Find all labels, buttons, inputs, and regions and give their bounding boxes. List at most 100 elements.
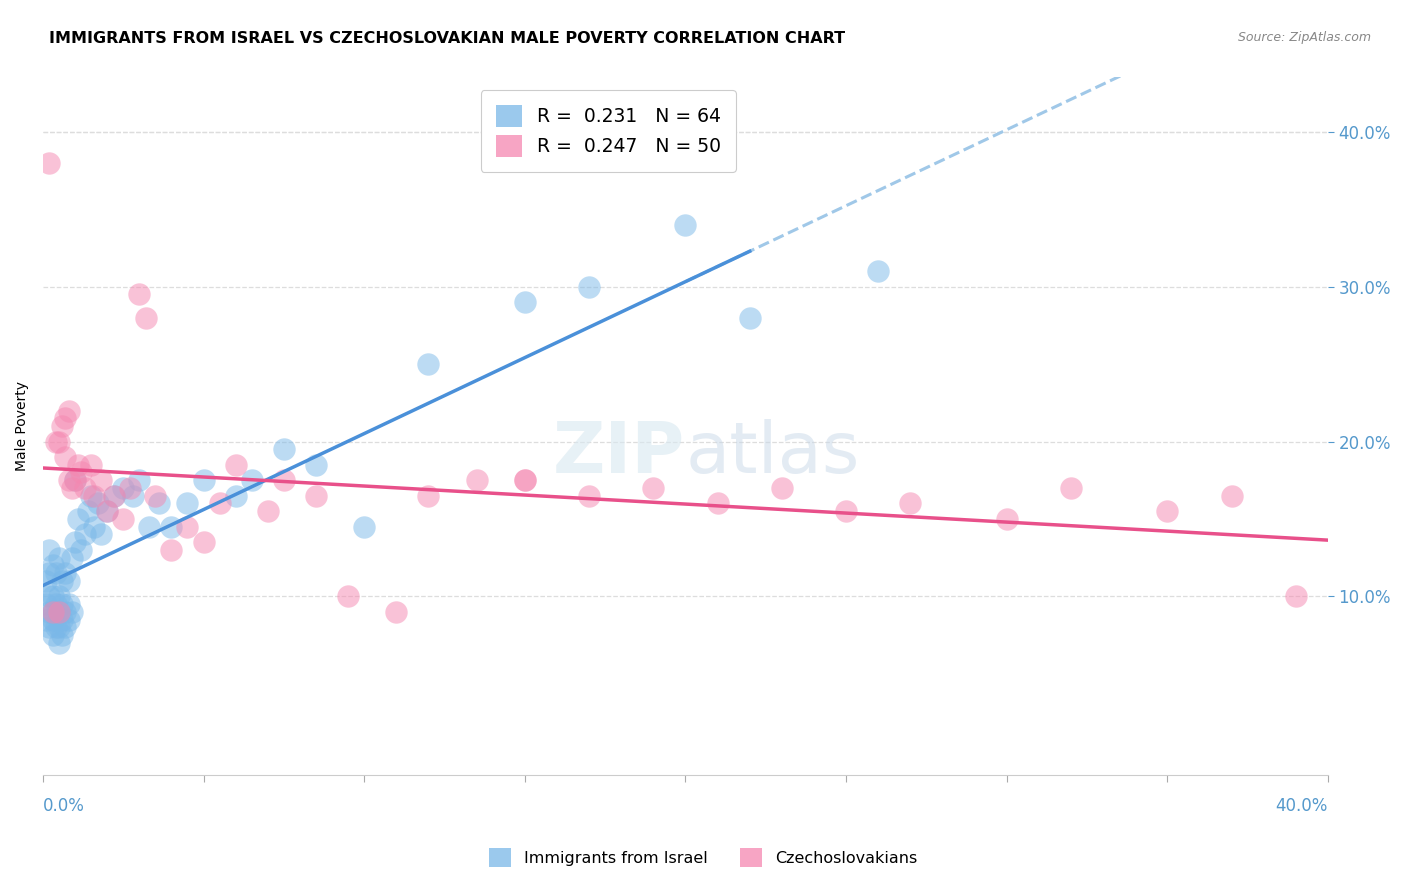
Point xyxy=(48,590,70,604)
Point xyxy=(256,504,278,518)
Point xyxy=(868,264,890,278)
Point xyxy=(48,550,70,565)
Point xyxy=(55,450,77,464)
Point xyxy=(38,620,60,634)
Point xyxy=(83,519,105,533)
Point xyxy=(385,605,408,619)
Text: Source: ZipAtlas.com: Source: ZipAtlas.com xyxy=(1237,31,1371,45)
Point xyxy=(63,535,86,549)
Point xyxy=(225,489,247,503)
Point xyxy=(770,481,793,495)
Point xyxy=(58,597,80,611)
Point xyxy=(41,628,63,642)
Point xyxy=(51,613,73,627)
Point xyxy=(58,574,80,588)
Point xyxy=(96,504,118,518)
Point xyxy=(38,566,60,581)
Point xyxy=(60,550,83,565)
Point xyxy=(67,512,90,526)
Point xyxy=(48,620,70,634)
Point xyxy=(45,566,67,581)
Point xyxy=(55,620,77,634)
Point xyxy=(48,434,70,449)
Point xyxy=(63,473,86,487)
Text: 40.0%: 40.0% xyxy=(1275,797,1329,815)
Point xyxy=(80,458,103,472)
Point xyxy=(112,512,135,526)
Point xyxy=(160,519,183,533)
Point xyxy=(176,496,198,510)
Point xyxy=(193,473,215,487)
Point xyxy=(73,527,96,541)
Text: IMMIGRANTS FROM ISRAEL VS CZECHOSLOVAKIAN MALE POVERTY CORRELATION CHART: IMMIGRANTS FROM ISRAEL VS CZECHOSLOVAKIA… xyxy=(49,31,845,46)
Point xyxy=(578,279,600,293)
Point xyxy=(86,496,108,510)
Point xyxy=(45,434,67,449)
Point xyxy=(273,442,295,457)
Point xyxy=(418,489,440,503)
Point xyxy=(41,558,63,573)
Point xyxy=(643,481,665,495)
Point xyxy=(353,519,375,533)
Point xyxy=(835,504,858,518)
Point xyxy=(995,512,1018,526)
Point xyxy=(60,605,83,619)
Point xyxy=(176,519,198,533)
Point xyxy=(148,496,170,510)
Point xyxy=(90,527,112,541)
Point xyxy=(143,489,166,503)
Point xyxy=(51,628,73,642)
Point xyxy=(58,403,80,417)
Point xyxy=(48,605,70,619)
Point xyxy=(63,473,86,487)
Point xyxy=(80,489,103,503)
Point xyxy=(60,481,83,495)
Point xyxy=(73,481,96,495)
Point xyxy=(160,543,183,558)
Point xyxy=(45,620,67,634)
Point xyxy=(578,489,600,503)
Point xyxy=(1285,590,1308,604)
Point xyxy=(51,574,73,588)
Point xyxy=(35,574,58,588)
Point xyxy=(48,636,70,650)
Point xyxy=(305,458,328,472)
Point xyxy=(45,597,67,611)
Point xyxy=(35,613,58,627)
Point xyxy=(112,481,135,495)
Point xyxy=(35,597,58,611)
Point xyxy=(128,287,150,301)
Point xyxy=(55,566,77,581)
Point xyxy=(513,473,536,487)
Legend: Immigrants from Israel, Czechoslovakians: Immigrants from Israel, Czechoslovakians xyxy=(482,842,924,873)
Point xyxy=(38,605,60,619)
Point xyxy=(706,496,728,510)
Point xyxy=(118,481,141,495)
Point xyxy=(513,473,536,487)
Point xyxy=(121,489,143,503)
Point xyxy=(738,310,761,325)
Point xyxy=(103,489,125,503)
Point xyxy=(48,605,70,619)
Point xyxy=(225,458,247,472)
Point xyxy=(337,590,360,604)
Y-axis label: Male Poverty: Male Poverty xyxy=(15,381,30,471)
Text: 0.0%: 0.0% xyxy=(44,797,84,815)
Point xyxy=(90,473,112,487)
Point xyxy=(51,419,73,434)
Point xyxy=(273,473,295,487)
Point xyxy=(55,411,77,425)
Point xyxy=(418,357,440,371)
Point xyxy=(70,543,93,558)
Point xyxy=(1060,481,1083,495)
Point xyxy=(58,613,80,627)
Point xyxy=(135,310,157,325)
Point xyxy=(83,489,105,503)
Point xyxy=(58,473,80,487)
Point xyxy=(900,496,922,510)
Point xyxy=(513,295,536,310)
Point xyxy=(76,504,98,518)
Point xyxy=(465,473,488,487)
Point xyxy=(208,496,231,510)
Point xyxy=(305,489,328,503)
